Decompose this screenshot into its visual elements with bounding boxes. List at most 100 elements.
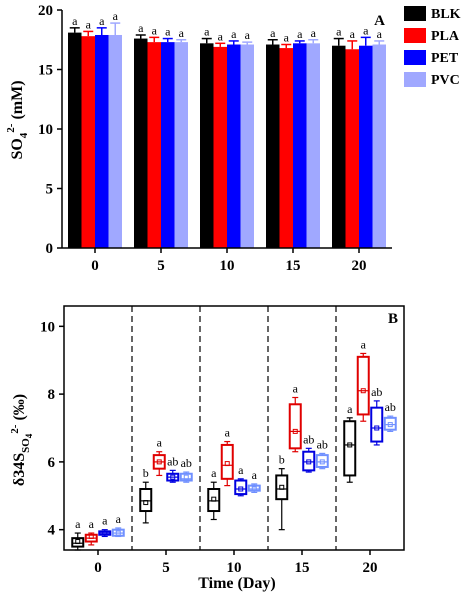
x-tick-label-5: 5 [162,560,170,576]
mean-marker-pet-day-5 [170,474,176,480]
legend-label-pla: PLA [431,29,460,44]
bar-pet-day-10 [227,44,241,249]
sig-letter-pvc-day-10: a [245,28,251,42]
sig-letter-blk-day-15: a [270,26,276,40]
bar-blk-day-10 [200,43,214,248]
mean-marker-blk-day-15 [279,484,285,490]
legend-swatch-pvc [404,72,426,87]
sig-letter-blk-day-0: a [75,517,81,531]
sig-letter-pet-day-20: ab [371,385,382,399]
box-blk-day-15 [275,474,289,501]
y-tick-label-5: 5 [46,182,54,198]
sig-letter-pet-day-0: a [99,14,105,28]
y-tick-label-10: 10 [40,319,55,335]
panel-b-x-axis-title: Time (Day) [198,575,275,592]
bar-blk-day-0 [68,32,82,248]
x-tick-label-20: 20 [363,560,378,576]
legend-label-pvc: PVC [431,73,460,88]
box-blk-day-0 [71,537,85,548]
mean-marker-pla-day-10 [224,461,230,467]
mean-marker-pvc-day-15 [319,459,325,465]
x-tick-label-0: 0 [94,560,102,576]
panel-b-group-separators [131,306,337,550]
mean-marker-pla-day-15 [292,428,298,434]
sig-letter-pet-day-5: ab [167,454,178,468]
bar-pet-day-0 [95,34,109,248]
box-pet-day-15 [302,450,316,472]
sig-letter-pet-day-10: a [231,27,237,41]
bar-pet-day-5 [161,42,175,248]
sig-letter-blk-day-5: a [138,21,144,35]
sig-letter-blk-day-5: b [143,466,149,480]
y-tick-label-6: 6 [48,455,56,471]
sig-letter-pvc-day-10: a [252,468,258,482]
bar-blk-day-5 [134,38,148,249]
sig-letter-blk-day-20: a [336,25,342,39]
mean-marker-blk-day-0 [75,539,81,545]
panel-b-y-axis-title: δ34SSO42- (‰) [9,394,34,486]
mean-marker-pet-day-0 [102,530,108,536]
mean-marker-pvc-day-20 [387,422,393,428]
x-tick-label-15: 15 [286,258,301,274]
bar-pla-day-0 [81,36,95,249]
sig-letter-pvc-day-20: a [377,27,383,41]
sig-letter-pla-day-10: a [225,426,231,440]
bar-pvc-day-5 [174,42,188,248]
x-tick-label-10: 10 [227,560,242,576]
box-pvc-day-20 [383,416,397,431]
legend-swatch-pet [404,50,426,65]
bar-blk-day-15 [266,44,280,249]
sig-letter-pvc-day-5: ab [181,456,192,470]
mean-marker-blk-day-20 [347,442,353,448]
sig-letter-pvc-day-0: a [113,9,119,23]
x-tick-label-10: 10 [220,258,235,274]
sig-letter-pvc-day-0: a [116,512,122,526]
x-tick-label-5: 5 [157,258,165,274]
sig-letter-pla-day-15: a [284,31,290,45]
box-pvc-day-15 [315,454,329,468]
mean-marker-pet-day-20 [374,425,380,431]
box-pet-day-20 [370,406,384,443]
sig-letter-pet-day-15: a [297,27,303,41]
mean-marker-pet-day-10 [238,486,244,492]
sig-letter-pvc-day-20: ab [385,400,396,414]
sig-letter-pla-day-20: a [361,337,367,351]
y-tick-label-10: 10 [38,122,53,138]
y-tick-label-20: 20 [38,3,53,19]
panel-a-y-axis-title: SO42- (mM) [5,80,30,159]
sig-letter-pet-day-20: a [363,23,369,37]
mean-marker-pvc-day-5 [183,474,189,480]
legend-label-blk: BLK [431,7,461,22]
bar-pla-day-5 [147,42,161,248]
y-tick-label-4: 4 [48,523,56,539]
x-tick-label-15: 15 [295,560,310,576]
box-pvc-day-5 [179,472,193,482]
bar-pvc-day-20 [372,44,386,249]
sig-letter-pla-day-10: a [218,29,224,43]
bar-pet-day-15 [293,43,307,248]
bar-pvc-day-15 [306,43,320,248]
panel-a-axes: 0 5 10 15 20 0 5 10 15 20 [38,3,392,274]
sig-letter-pet-day-5: a [165,25,171,39]
mean-marker-pla-day-5 [156,459,162,465]
box-pvc-day-10 [247,484,261,492]
bar-blk-day-20 [332,45,346,249]
sig-letter-blk-day-0: a [72,14,78,28]
mean-marker-pla-day-20 [360,388,366,394]
sig-letter-pla-day-5: a [152,23,158,37]
sig-letter-pvc-day-5: a [179,26,185,40]
mean-marker-pla-day-0 [88,533,94,539]
panel-a-letter: A [374,13,385,29]
mean-marker-blk-day-5 [143,500,149,506]
legend-swatch-pla [404,28,426,43]
sig-letter-pla-day-5: a [157,436,163,450]
box-blk-day-20 [343,420,357,477]
sig-letter-pet-day-15: ab [303,432,314,446]
sig-letter-pla-day-0: a [89,517,95,531]
sig-letter-pvc-day-15: ab [317,437,328,451]
legend: BLK PLA PET PVC [404,6,461,88]
y-tick-label-0: 0 [46,241,54,257]
bar-pla-day-10 [213,46,227,248]
